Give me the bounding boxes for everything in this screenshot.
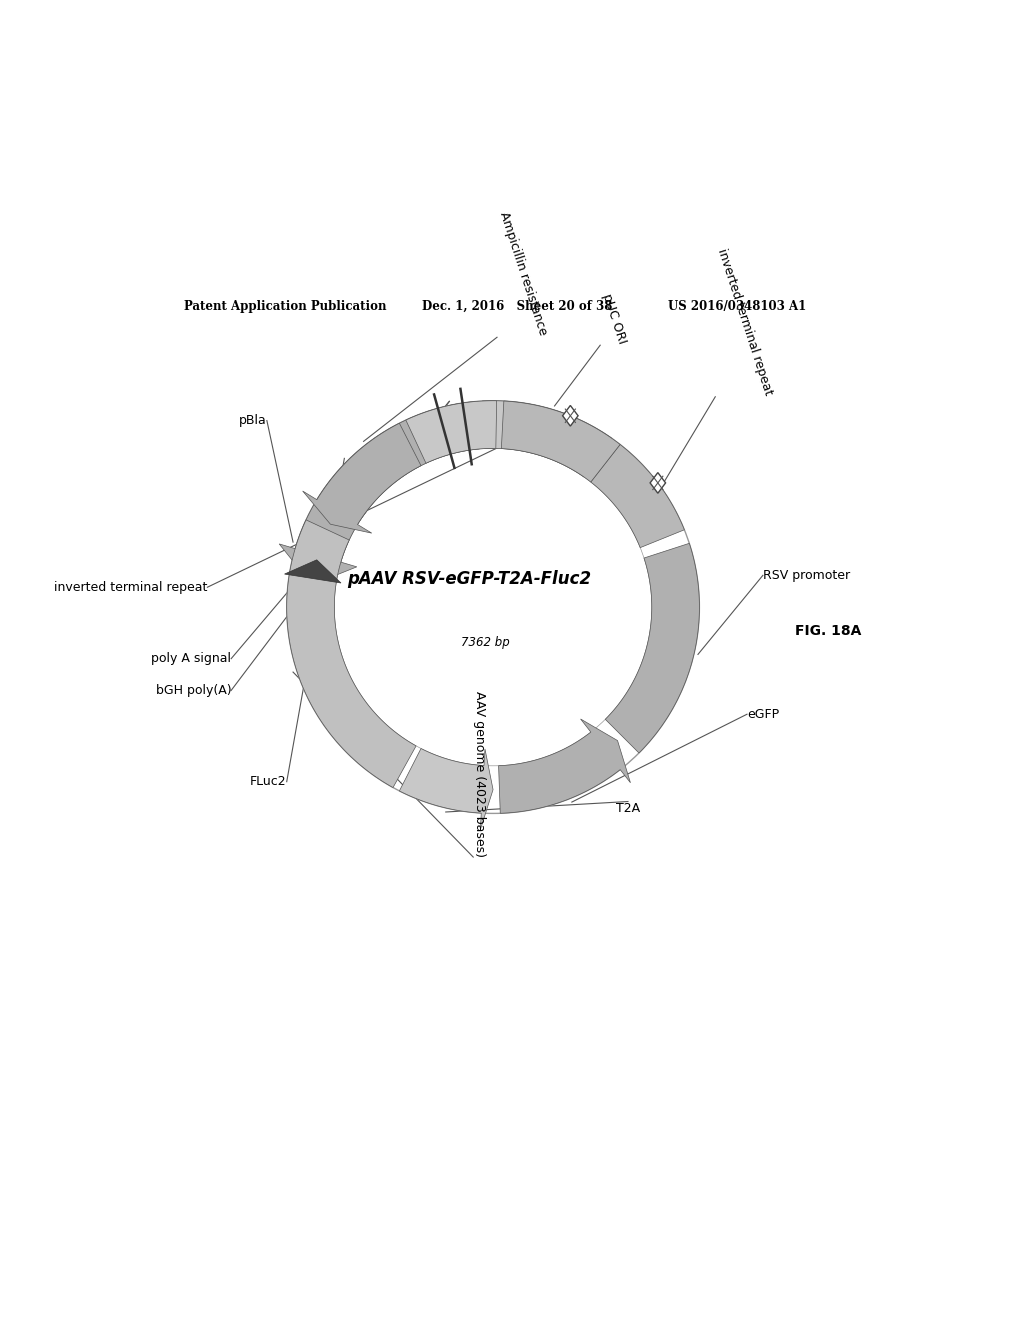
Text: 7362 bp: 7362 bp [461,636,510,649]
Polygon shape [285,560,341,583]
Text: FLuc2: FLuc2 [250,775,287,788]
Polygon shape [482,401,611,477]
Polygon shape [406,401,497,463]
Text: RSV promoter: RSV promoter [763,569,850,582]
Text: Patent Application Publication: Patent Application Publication [183,300,386,313]
Polygon shape [502,401,621,482]
Text: pBla: pBla [240,414,267,428]
Text: FIG. 18A: FIG. 18A [795,624,861,638]
Text: pAAV RSV-eGFP-T2A-Fluc2: pAAV RSV-eGFP-T2A-Fluc2 [347,570,591,589]
Text: AAV genome (4023 bases): AAV genome (4023 bases) [473,692,486,857]
Text: Ampicillin resistance: Ampicillin resistance [497,210,549,337]
Text: inverted terminal repeat: inverted terminal repeat [715,247,775,397]
Text: T2A: T2A [615,801,640,814]
Polygon shape [287,520,416,788]
Polygon shape [280,401,479,585]
Polygon shape [562,405,579,426]
Text: pUC ORI: pUC ORI [600,292,629,346]
Text: poly A signal: poly A signal [152,652,231,665]
Text: Dec. 1, 2016   Sheet 20 of 38: Dec. 1, 2016 Sheet 20 of 38 [422,300,612,313]
Polygon shape [605,544,699,752]
Polygon shape [303,424,421,533]
Polygon shape [399,748,494,830]
Polygon shape [591,445,684,548]
Polygon shape [650,473,666,494]
Text: eGFP: eGFP [748,708,779,721]
Text: inverted terminal repeat: inverted terminal repeat [54,581,207,594]
Text: bGH poly(A): bGH poly(A) [156,684,231,697]
Text: US 2016/0348103 A1: US 2016/0348103 A1 [668,300,806,313]
Polygon shape [499,719,631,813]
